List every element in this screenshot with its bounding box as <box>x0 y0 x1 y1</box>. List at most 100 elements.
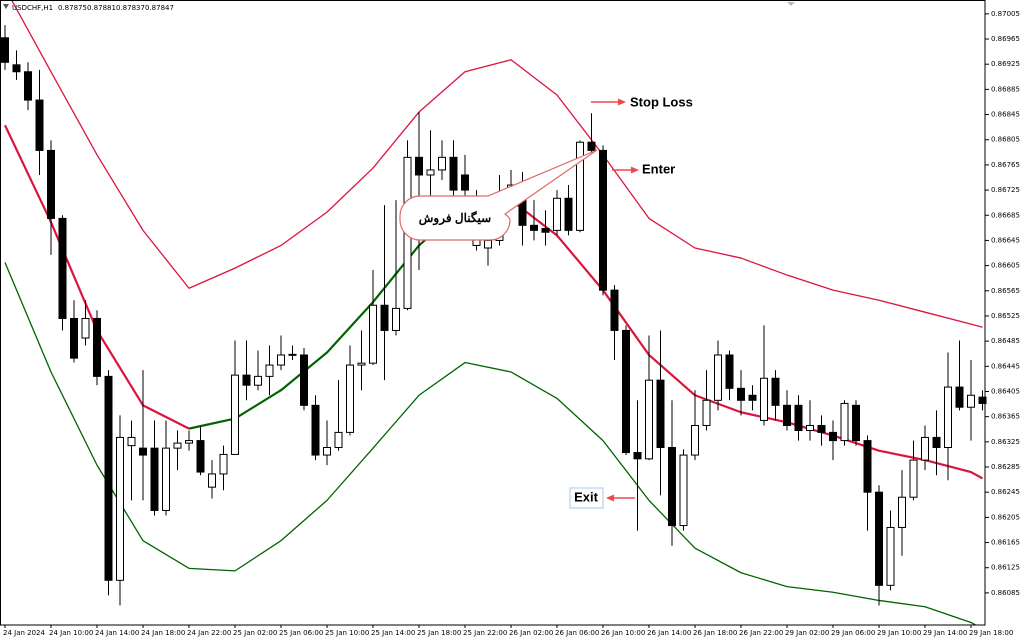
candle-body <box>783 404 791 426</box>
candle-body <box>852 404 860 442</box>
y-tick-label: 0.86485 <box>991 337 1020 345</box>
candle-body <box>357 362 366 366</box>
y-tick-label: 0.86085 <box>991 589 1020 597</box>
x-tick-label: 26 Jan 18:00 <box>693 629 737 637</box>
candle-body <box>35 99 44 151</box>
candle-body <box>702 399 711 426</box>
y-tick-label: 0.86685 <box>991 211 1020 219</box>
candle-body <box>150 447 159 511</box>
y-tick-label: 0.86365 <box>991 413 1020 421</box>
x-tick-label: 29 Jan 10:00 <box>877 629 921 637</box>
candle-body <box>656 379 665 449</box>
candle-body <box>955 386 964 408</box>
candle-body <box>691 424 699 456</box>
x-tick-label: 25 Jan 06:00 <box>279 629 323 637</box>
candle-body <box>369 304 377 364</box>
enter-label: Enter <box>642 161 675 176</box>
candle-body <box>242 374 251 386</box>
candle-body <box>771 377 780 406</box>
x-tick-label: 26 Jan 22:00 <box>739 629 783 637</box>
plot-frame <box>0 0 986 626</box>
candle-body <box>875 491 883 586</box>
candles <box>1 25 987 606</box>
x-tick-label: 26 Jan 14:00 <box>647 629 691 637</box>
candle-body <box>633 452 642 460</box>
candle-body <box>909 459 918 498</box>
band-line <box>4 262 977 625</box>
y-tick-label: 0.86845 <box>991 111 1020 119</box>
candle-body <box>196 440 205 473</box>
candle-body <box>81 317 90 339</box>
candle-body <box>553 197 561 231</box>
candle-body <box>208 473 216 488</box>
candle-body <box>461 174 469 191</box>
y-tick-label: 0.86565 <box>991 287 1020 295</box>
quote-high: 0.87881 <box>87 4 116 12</box>
symbol: USDCHF,H1 <box>12 4 53 12</box>
candle-body <box>58 217 67 319</box>
quote-low: 0.87837 <box>116 4 145 12</box>
x-tick-label: 29 Jan 06:00 <box>831 629 875 637</box>
candle-body <box>622 329 630 454</box>
y-tick-label: 0.86645 <box>991 236 1020 244</box>
candle-body <box>300 354 308 406</box>
candle-body <box>311 404 320 456</box>
candle-body <box>346 364 354 433</box>
candle-body <box>944 386 952 449</box>
y-tick-label: 0.86925 <box>991 60 1020 68</box>
candle-body <box>127 436 136 447</box>
quote-open: 0.87875 <box>58 4 87 12</box>
candle-body <box>668 447 676 527</box>
candle-body <box>725 354 734 389</box>
candle-body <box>898 496 906 528</box>
candle-body <box>277 354 285 366</box>
candle-body <box>863 440 872 493</box>
candle-body <box>449 156 458 191</box>
x-tick-label: 25 Jan 10:00 <box>325 629 369 637</box>
candle-body <box>794 404 803 432</box>
candle-body <box>116 436 124 581</box>
y-tick-label: 0.86405 <box>991 387 1020 395</box>
x-tick-label: 25 Jan 18:00 <box>417 629 461 637</box>
x-tick-label: 29 Jan 18:00 <box>969 629 1013 637</box>
y-tick-label: 0.86965 <box>991 35 1020 43</box>
candle-body <box>334 431 343 449</box>
y-tick-label: 0.86885 <box>991 85 1020 93</box>
x-tick-label: 29 Jan 14:00 <box>923 629 967 637</box>
y-tick-label: 0.86525 <box>991 312 1020 320</box>
x-tick-label: 25 Jan 22:00 <box>463 629 507 637</box>
candle-body <box>70 317 78 359</box>
candle-body <box>484 239 492 249</box>
candle-body <box>380 304 389 331</box>
candle-body <box>921 436 929 461</box>
exit-label: Exit <box>574 489 599 504</box>
candle-body <box>932 436 941 449</box>
y-tick-label: 0.86325 <box>991 438 1020 446</box>
x-tick-label: 24 Jan 10:00 <box>49 629 93 637</box>
candle-body <box>254 375 262 386</box>
candle-body <box>426 169 435 176</box>
candle-body <box>219 453 228 475</box>
stop-loss-arrowhead <box>618 98 626 106</box>
x-tick-label: 25 Jan 02:00 <box>233 629 277 637</box>
candle-body <box>978 396 987 404</box>
quote-close: 0.87847 <box>145 4 174 12</box>
candle-body <box>829 431 837 442</box>
band-line <box>10 0 983 328</box>
y-tick-label: 0.86725 <box>991 186 1020 194</box>
enter-arrowhead <box>631 166 639 174</box>
y-tick-label: 0.86205 <box>991 513 1020 521</box>
candle-body <box>748 394 757 401</box>
y-tick-label: 0.86805 <box>991 136 1020 144</box>
x-tick-label: 26 Jan 10:00 <box>601 629 645 637</box>
candle-body <box>530 224 538 231</box>
callout-bubble <box>399 149 598 241</box>
candle-body <box>1 37 9 63</box>
candle-body <box>806 424 814 432</box>
candle-body <box>817 424 826 433</box>
menu-icon <box>3 4 9 9</box>
y-tick-label: 0.86285 <box>991 463 1020 471</box>
candle-body <box>139 447 147 456</box>
y-tick-label: 0.87005 <box>991 10 1020 18</box>
